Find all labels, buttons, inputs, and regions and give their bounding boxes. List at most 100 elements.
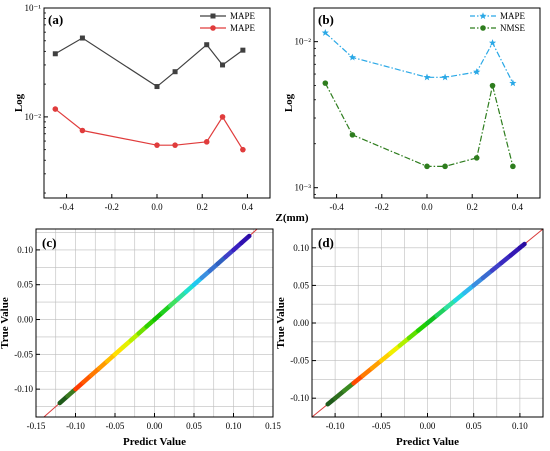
scatter-point	[247, 234, 251, 238]
data-point	[79, 35, 85, 41]
scatter-point	[370, 366, 374, 370]
scatter-point	[239, 241, 243, 245]
legend-label: MAPE	[230, 23, 256, 33]
data-point	[172, 142, 178, 148]
y-axis-title: True Value	[0, 297, 11, 349]
data-point	[172, 69, 178, 75]
scatter-point	[398, 343, 402, 348]
scatter-point	[121, 345, 125, 349]
panel-label: (c)	[42, 235, 56, 250]
scatter-point	[379, 359, 383, 363]
legend-label: MAPE	[230, 11, 256, 21]
x-tick-label: 0.0	[421, 202, 433, 212]
data-point	[52, 106, 59, 112]
x-tick-label: -0.4	[59, 202, 74, 212]
scatter-point	[509, 253, 513, 257]
scatter-point	[97, 366, 101, 370]
x-axis-title-shared: Z(mm)	[276, 212, 309, 224]
y-tick-label: -0.05	[14, 349, 33, 359]
scatter-point	[351, 381, 356, 385]
y-tick-label: 0.00	[293, 318, 309, 328]
scatter-point	[73, 387, 78, 391]
scatter-point	[66, 394, 70, 398]
data-point	[509, 79, 517, 87]
scatter-point	[453, 298, 457, 303]
scatter-point	[192, 283, 196, 287]
x-tick-label: -0.10	[66, 421, 85, 431]
scatter-point	[184, 290, 188, 294]
legend-label: MAPE	[500, 11, 526, 21]
series-line-2	[324, 82, 514, 167]
x-tick-label: 0.2	[467, 202, 478, 212]
panel-b-line-chart: -0.4 -0.2 0.0 0.2 0.4 10⁻³ 10⁻² MAPE NMSE (b) Log	[283, 7, 541, 212]
panel-label: (a)	[48, 12, 63, 27]
legend-marker	[479, 12, 487, 20]
x-tick-label: 0.4	[242, 202, 254, 212]
scatter-point	[89, 373, 93, 377]
data-point	[220, 62, 226, 68]
x-tick-label: 0.15	[265, 421, 281, 431]
scatter-point	[490, 268, 494, 272]
y-tick-label: 0.05	[17, 280, 33, 290]
scatter-point	[58, 401, 62, 405]
x-tick-label: 0.05	[466, 421, 482, 431]
data-point	[321, 28, 329, 36]
y-tick-label: -0.10	[290, 393, 309, 403]
scatter-point	[105, 359, 109, 363]
y-tick-label: -0.10	[14, 384, 33, 394]
scatter-segment	[239, 233, 252, 246]
scatter-point	[160, 310, 164, 315]
plot-frame	[43, 7, 271, 199]
x-tick-label: 0.2	[197, 202, 208, 212]
scatter-point	[342, 389, 346, 393]
scatter-point	[522, 242, 527, 246]
scatter-point	[176, 297, 180, 301]
x-tick-label: 0.10	[512, 421, 528, 431]
data-point	[441, 73, 449, 81]
scatter-point	[416, 328, 420, 333]
panel-label: (d)	[318, 235, 334, 250]
x-tick-label: 0.0	[151, 202, 163, 212]
scatter-point	[137, 331, 141, 336]
x-axis-title: Predict Value	[396, 436, 459, 448]
legend-marker	[210, 13, 216, 19]
data-point	[154, 84, 160, 90]
panel-label: (b)	[318, 12, 334, 27]
data-point	[510, 163, 516, 170]
y-tick-label: 0.10	[17, 245, 33, 255]
scatter-point	[224, 255, 228, 259]
data-point	[79, 127, 86, 134]
panel-a-line-chart: -0.4 -0.2 0.0 0.2 0.4 10⁻² 10⁻¹ MAPE MAPE (a) Log	[13, 3, 271, 212]
y-tick-label: 10⁻¹	[25, 3, 42, 13]
scatter-point	[444, 306, 448, 310]
data-point	[349, 132, 356, 138]
scatter-point	[425, 321, 430, 325]
scatter-point	[333, 396, 337, 400]
scatter-point	[518, 246, 522, 250]
x-tick-label: -0.15	[27, 421, 46, 431]
scatter-point	[81, 380, 85, 384]
x-axis-title: Predict Value	[123, 436, 186, 448]
y-tick-label: 0.10	[293, 243, 309, 253]
data-point	[423, 73, 431, 81]
scatter-point	[472, 283, 476, 287]
x-tick-label: 0.10	[226, 421, 242, 431]
scatter-point	[168, 303, 172, 308]
x-tick-label: 0.00	[147, 421, 163, 431]
data-point	[442, 163, 448, 170]
scatter-point	[388, 351, 393, 355]
panel-d-scatter-chart: -0.10 -0.05 0.00 0.05 0.10 -0.10 -0.05 0.00 0.05…	[275, 228, 544, 448]
data-point	[473, 155, 480, 161]
y-axis-title: Log	[283, 93, 295, 112]
y-tick-label: 0.05	[293, 280, 309, 290]
x-tick-label: 0.00	[420, 421, 436, 431]
x-tick-label: -0.2	[375, 202, 389, 212]
data-point	[424, 163, 430, 170]
x-tick-label: 0.05	[186, 421, 202, 431]
data-point	[52, 51, 58, 57]
scatter-point	[145, 324, 149, 329]
y-axis-title: Log	[13, 93, 25, 112]
scatter-point	[462, 291, 467, 295]
scatter-point	[216, 262, 220, 266]
